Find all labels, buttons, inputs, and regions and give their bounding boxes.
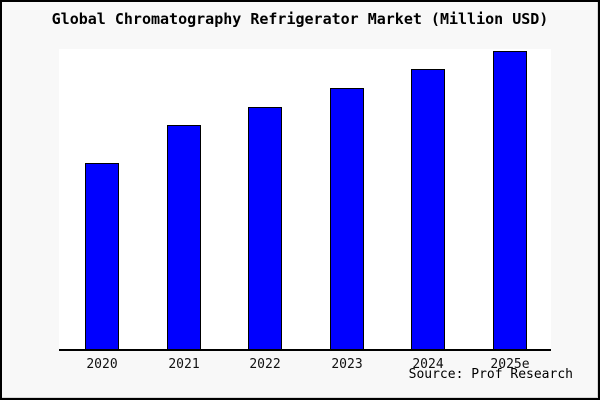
x-tick-label-2021: 2021 (168, 357, 200, 372)
plot-area (59, 49, 551, 351)
bar-2025e (493, 51, 527, 349)
x-tick-label-2023: 2023 (331, 357, 363, 372)
bar-2022 (248, 107, 282, 349)
source-label: Source: Prof Research (408, 367, 573, 382)
bar-2024 (411, 69, 445, 349)
x-tick-label-2022: 2022 (249, 357, 281, 372)
bar-2023 (330, 88, 364, 349)
chart-title: Global Chromatography Refrigerator Marke… (51, 10, 549, 28)
bar-2020 (85, 163, 119, 349)
bar-2021 (167, 125, 201, 349)
x-tick-label-2020: 2020 (86, 357, 118, 372)
